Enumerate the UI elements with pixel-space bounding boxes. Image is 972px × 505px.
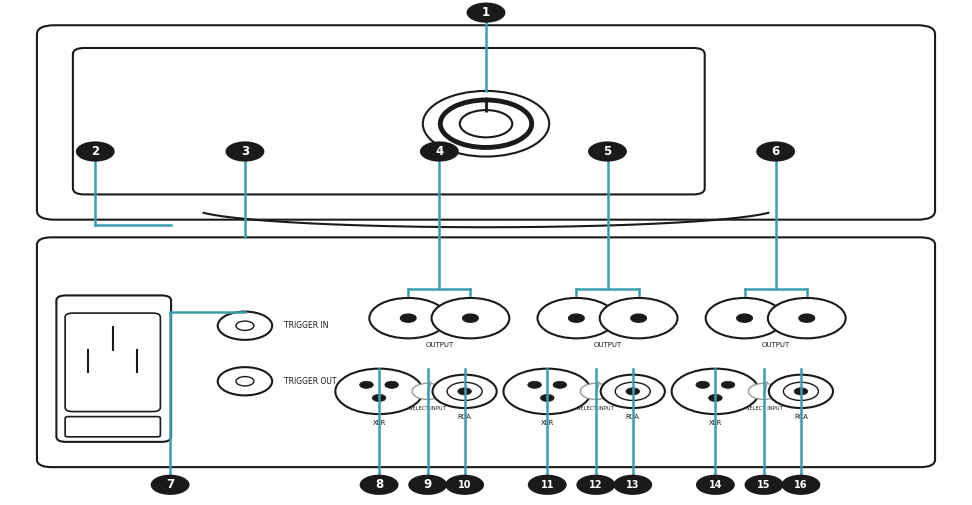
Text: 1: 1 [482, 6, 490, 19]
Text: 10: 10 [458, 480, 471, 490]
Circle shape [360, 381, 373, 388]
Circle shape [540, 394, 554, 401]
Circle shape [432, 298, 509, 338]
FancyBboxPatch shape [65, 313, 160, 412]
Circle shape [783, 382, 818, 400]
Circle shape [423, 91, 549, 157]
Text: 5: 5 [604, 145, 611, 158]
Circle shape [385, 381, 399, 388]
Circle shape [433, 375, 497, 408]
Circle shape [615, 382, 650, 400]
Circle shape [76, 141, 115, 162]
Circle shape [696, 381, 710, 388]
Circle shape [467, 3, 505, 23]
FancyBboxPatch shape [56, 295, 171, 442]
Text: TRIGGER IN: TRIGGER IN [284, 321, 329, 330]
Text: SELECT INPUT: SELECT INPUT [577, 406, 614, 411]
Text: 16: 16 [794, 480, 808, 490]
Circle shape [447, 382, 482, 400]
Circle shape [696, 475, 735, 495]
Circle shape [218, 367, 272, 395]
Circle shape [538, 298, 615, 338]
Text: XLR: XLR [540, 420, 554, 426]
Text: XLR: XLR [709, 420, 722, 426]
Text: OUTPUT: OUTPUT [761, 342, 790, 348]
Circle shape [360, 475, 399, 495]
Circle shape [236, 321, 254, 330]
Circle shape [672, 369, 759, 414]
Circle shape [553, 381, 567, 388]
FancyBboxPatch shape [37, 25, 935, 220]
Text: RCA: RCA [626, 414, 640, 420]
Circle shape [151, 475, 190, 495]
Circle shape [799, 314, 815, 322]
Circle shape [440, 100, 532, 147]
Circle shape [737, 314, 752, 322]
Circle shape [626, 388, 640, 395]
Text: 9: 9 [424, 478, 432, 491]
Circle shape [420, 141, 459, 162]
Text: 6: 6 [772, 145, 780, 158]
Circle shape [569, 314, 584, 322]
Text: 11: 11 [540, 480, 554, 490]
Circle shape [503, 369, 591, 414]
Circle shape [781, 475, 820, 495]
FancyBboxPatch shape [37, 237, 935, 467]
Circle shape [463, 314, 478, 322]
Circle shape [408, 475, 447, 495]
Circle shape [588, 141, 627, 162]
Circle shape [372, 394, 386, 401]
Circle shape [369, 298, 447, 338]
Circle shape [458, 388, 471, 395]
Circle shape [600, 298, 677, 338]
Circle shape [218, 312, 272, 340]
Text: 3: 3 [241, 145, 249, 158]
Circle shape [613, 475, 652, 495]
Circle shape [460, 110, 512, 137]
Circle shape [756, 141, 795, 162]
Text: XLR: XLR [372, 420, 386, 426]
Text: OUTPUT: OUTPUT [593, 342, 622, 348]
Circle shape [400, 314, 416, 322]
Text: 14: 14 [709, 480, 722, 490]
Circle shape [706, 298, 783, 338]
Text: 13: 13 [626, 480, 640, 490]
Text: TRIGGER OUT: TRIGGER OUT [284, 377, 336, 386]
Circle shape [601, 375, 665, 408]
Text: RCA: RCA [794, 414, 808, 420]
Text: 2: 2 [91, 145, 99, 158]
Circle shape [445, 475, 484, 495]
Text: 4: 4 [435, 145, 443, 158]
Text: 15: 15 [757, 480, 771, 490]
Circle shape [528, 475, 567, 495]
Circle shape [794, 388, 808, 395]
Circle shape [631, 314, 646, 322]
Circle shape [236, 377, 254, 386]
FancyBboxPatch shape [65, 417, 160, 437]
Circle shape [226, 141, 264, 162]
Circle shape [528, 381, 541, 388]
Circle shape [748, 383, 780, 399]
Circle shape [580, 383, 611, 399]
Text: 7: 7 [166, 478, 174, 491]
Text: SELECT INPUT: SELECT INPUT [409, 406, 446, 411]
Text: 12: 12 [589, 480, 603, 490]
Circle shape [769, 375, 833, 408]
Text: 8: 8 [375, 478, 383, 491]
FancyBboxPatch shape [73, 48, 705, 194]
Circle shape [335, 369, 423, 414]
Circle shape [721, 381, 735, 388]
Text: OUTPUT: OUTPUT [425, 342, 454, 348]
Circle shape [709, 394, 722, 401]
Text: RCA: RCA [458, 414, 471, 420]
Circle shape [412, 383, 443, 399]
Circle shape [745, 475, 783, 495]
Circle shape [768, 298, 846, 338]
Text: SELECT INPUT: SELECT INPUT [746, 406, 782, 411]
Circle shape [576, 475, 615, 495]
